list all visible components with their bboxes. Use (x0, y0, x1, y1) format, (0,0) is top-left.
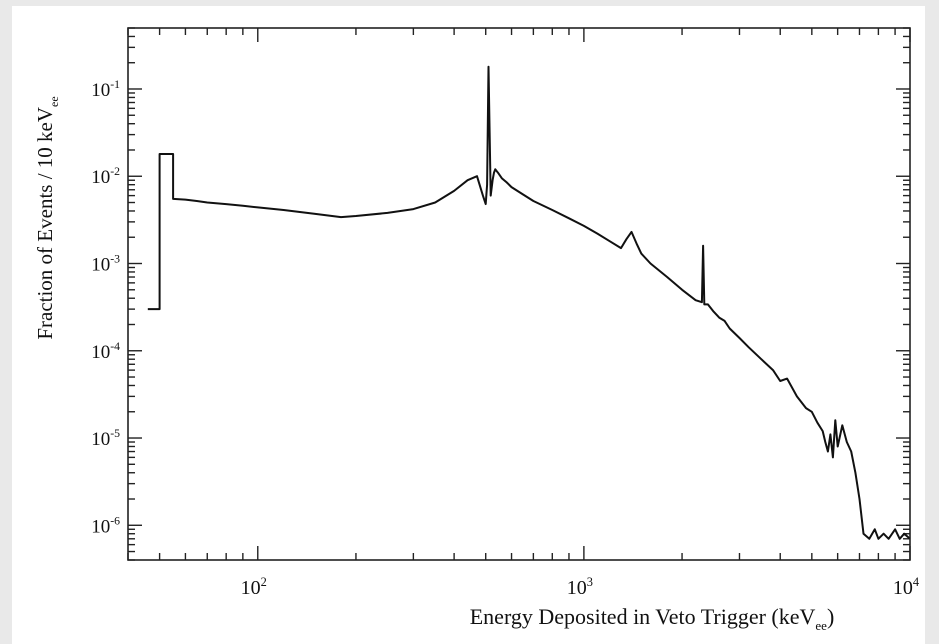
y-tick-label: 10-1 (91, 78, 120, 101)
x-axis-label-close: ) (827, 604, 834, 629)
y-tick-label: 10-3 (91, 253, 120, 276)
series-line (147, 65, 911, 540)
y-axis-label: Fraction of Events / 10 keVee (33, 96, 61, 339)
x-axis-label-subscript: ee (815, 618, 827, 633)
axes-frame (127, 27, 911, 561)
axis-tick-labels: 102 103 104 10-1 10-2 10-3 10-4 10-5 10-6 (91, 78, 919, 599)
x-axis-label: Energy Deposited in Veto Trigger (keVee) (470, 604, 835, 633)
y-tick-label: 10-5 (91, 427, 120, 450)
x-tick-label: 102 (241, 575, 267, 599)
y-axis-label-text: Fraction of Events / 10 keV (33, 107, 57, 340)
y-tick-label: 10-6 (91, 514, 120, 537)
frame-edge-right (925, 0, 939, 644)
axis-ticks (127, 27, 911, 561)
frame-edge-top (0, 0, 939, 6)
y-tick-label: 10-4 (91, 340, 120, 363)
x-tick-label: 104 (893, 575, 919, 599)
x-tick-label: 103 (567, 575, 593, 599)
frame-edge-left (0, 0, 12, 644)
y-tick-label: 10-2 (91, 165, 120, 188)
x-axis-label-text: Energy Deposited in Veto Trigger (keV (470, 604, 816, 629)
y-axis-label-subscript: ee (47, 96, 61, 107)
